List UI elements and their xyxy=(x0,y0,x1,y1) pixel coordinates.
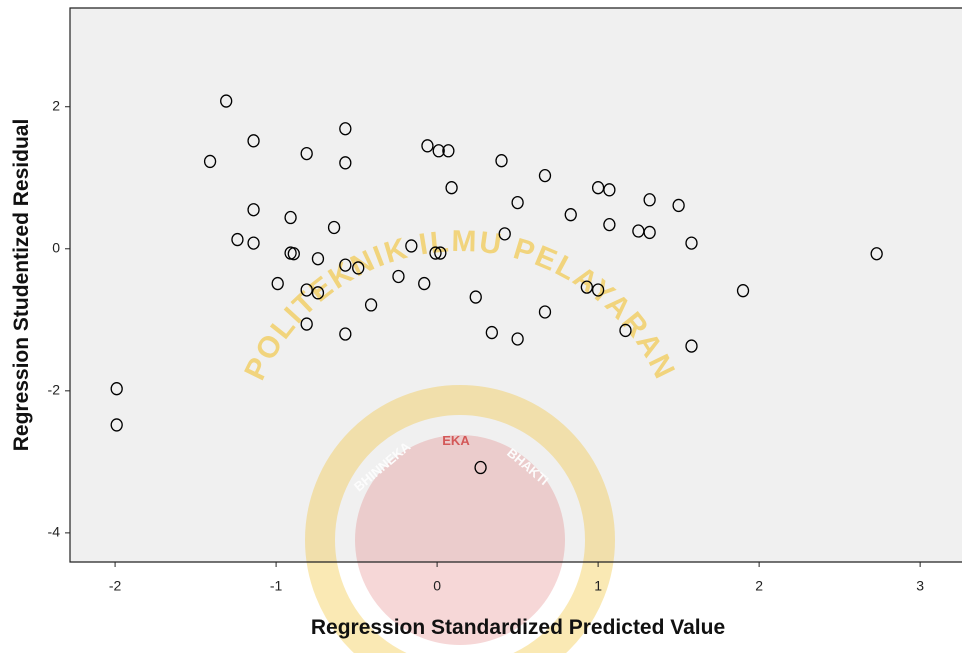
y-tick-label: 0 xyxy=(52,239,60,255)
watermark-inner: EKA xyxy=(442,433,470,448)
x-tick-label: -2 xyxy=(109,578,122,594)
x-tick-label: 0 xyxy=(433,578,441,594)
x-tick-label: 2 xyxy=(755,578,763,594)
chart: POLITEKNIK ILMU PELAYARAN BHINNEKA EKA B… xyxy=(0,0,962,653)
y-axis-title: Regression Studentized Residual xyxy=(10,119,33,452)
y-tick-label: 2 xyxy=(52,97,60,113)
x-tick-label: 3 xyxy=(916,578,924,594)
y-tick-label: -2 xyxy=(48,382,61,398)
x-tick-label: 1 xyxy=(594,578,602,594)
x-tick-label: -1 xyxy=(270,578,283,594)
x-axis-title: Regression Standardized Predicted Value xyxy=(311,616,725,639)
y-tick-label: -4 xyxy=(48,524,61,540)
